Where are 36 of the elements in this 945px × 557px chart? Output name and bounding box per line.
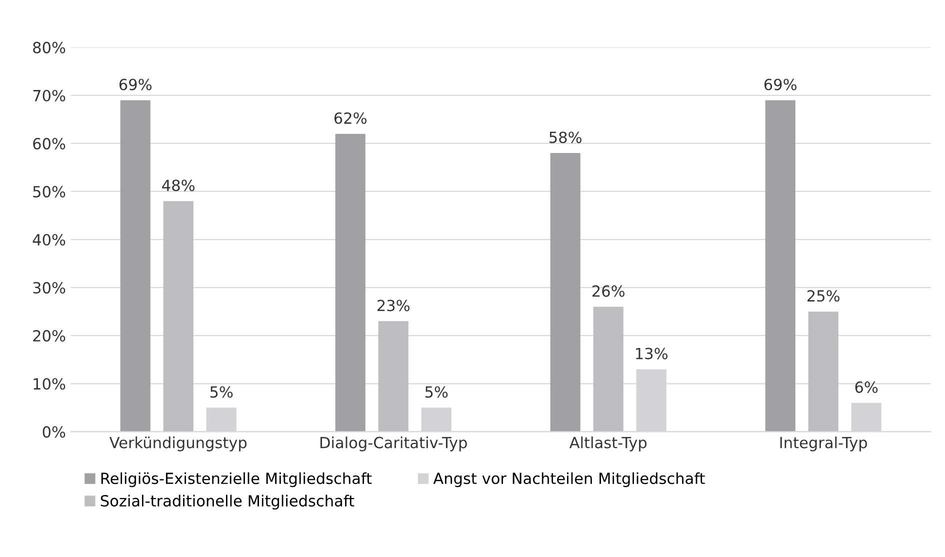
text: 13% xyxy=(636,348,668,360)
bar xyxy=(765,100,796,432)
y-tick-label: 80% xyxy=(33,42,66,54)
text: 62% xyxy=(334,112,366,124)
bar xyxy=(378,321,408,432)
x-tick-label: Verkündigungstyp xyxy=(109,436,247,452)
y-tick-label: 0% xyxy=(42,426,66,438)
y-tick-label: 60% xyxy=(33,138,66,150)
text: 5% xyxy=(425,386,448,398)
y-tick-label: 20% xyxy=(33,330,66,342)
y-tick-label: 10% xyxy=(34,378,66,390)
text: 6% xyxy=(855,381,878,393)
bar xyxy=(120,100,150,432)
legend-label: Angst vor Nachteilen Mitgliedschaft xyxy=(433,472,705,488)
text: 69% xyxy=(764,78,796,90)
legend-label: Religiös-Existenzielle Mitgliedschaft xyxy=(101,472,372,488)
text: 5% xyxy=(210,386,233,398)
x-tick-label: Integral-Typ xyxy=(780,436,867,452)
text: 69% xyxy=(119,78,152,90)
y-tick-label: 70% xyxy=(33,90,66,102)
bar xyxy=(593,306,624,432)
text: 26% xyxy=(592,285,624,297)
y-tick-label: 50% xyxy=(33,186,66,198)
bar xyxy=(808,312,838,432)
legend-label: Sozial-traditionelle Mitgliedschaft xyxy=(100,494,354,510)
text: 25% xyxy=(807,290,840,302)
x-tick-label: Dialog-Caritativ-Typ xyxy=(320,436,467,452)
bar xyxy=(163,201,194,432)
y-tick-label: 40% xyxy=(32,234,66,246)
text: 48% xyxy=(162,180,195,192)
x-tick-label: Altlast-Typ xyxy=(569,436,647,452)
text: 23% xyxy=(377,300,410,312)
bar xyxy=(550,153,580,432)
y-tick-label: 30% xyxy=(33,282,66,294)
text: 58% xyxy=(550,132,582,144)
bar xyxy=(335,134,366,432)
